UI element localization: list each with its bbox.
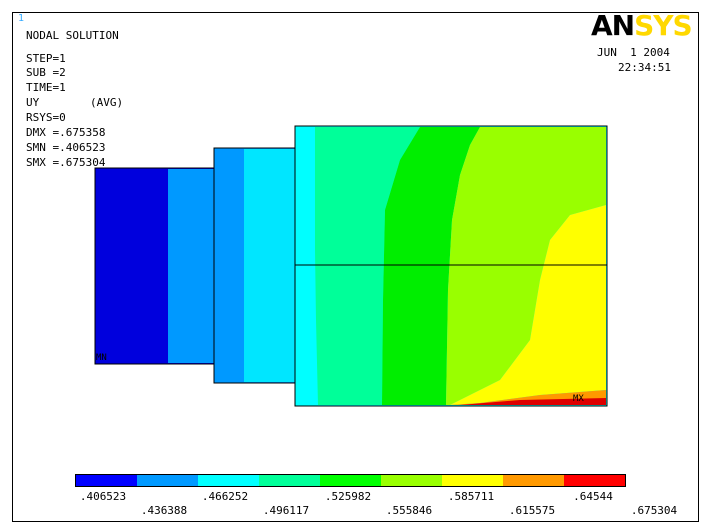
legend-label: .436388 [140,504,188,517]
contour-band [460,398,606,405]
legend-label: .675304 [630,504,678,517]
step-label: STEP=1 [26,52,66,65]
min-marker: MN [96,353,107,363]
contour-band [168,169,214,363]
window-number: 1 [18,13,25,24]
legend-swatch [320,475,381,486]
legend-swatch [564,475,625,486]
contour-band [382,127,480,405]
contour-legend [75,474,626,487]
legend-swatch [76,475,137,486]
result-item-label: UY [26,96,40,109]
averaging-label: (AVG) [90,96,124,109]
legend-label: .496117 [262,504,310,517]
contour-band [450,205,606,405]
legend-swatch [381,475,442,486]
contour-band [446,127,606,405]
legend-swatch [198,475,259,486]
plot-title: NODAL SOLUTION [26,29,119,42]
plot-date: JUN 1 2004 [597,46,670,59]
ansys-logo: ANSYS [591,9,693,42]
legend-swatch [137,475,198,486]
smn-label: SMN =.406523 [26,141,106,154]
rsys-label: RSYS=0 [26,111,66,124]
legend-label: .615575 [508,504,556,517]
sub-label: SUB =2 [26,66,66,79]
time-label: TIME=1 [26,81,66,94]
legend-label: .406523 [79,490,127,503]
legend-label: .525982 [324,490,372,503]
plot-time: 22:34:51 [618,61,671,74]
smx-label: SMX =.675304 [26,156,106,169]
contour-band [315,127,420,405]
legend-swatch [259,475,320,486]
legend-label: .585711 [447,490,495,503]
graphics-window [12,12,699,522]
dmx-label: DMX =.675358 [26,126,106,139]
legend-label: .64544 [573,490,613,503]
legend-swatch [442,475,503,486]
contour-band [244,149,295,382]
legend-label: .555846 [385,504,433,517]
max-marker: MX [573,394,584,404]
block-outline [294,125,608,407]
legend-swatch [503,475,564,486]
legend-label: .466252 [201,490,249,503]
